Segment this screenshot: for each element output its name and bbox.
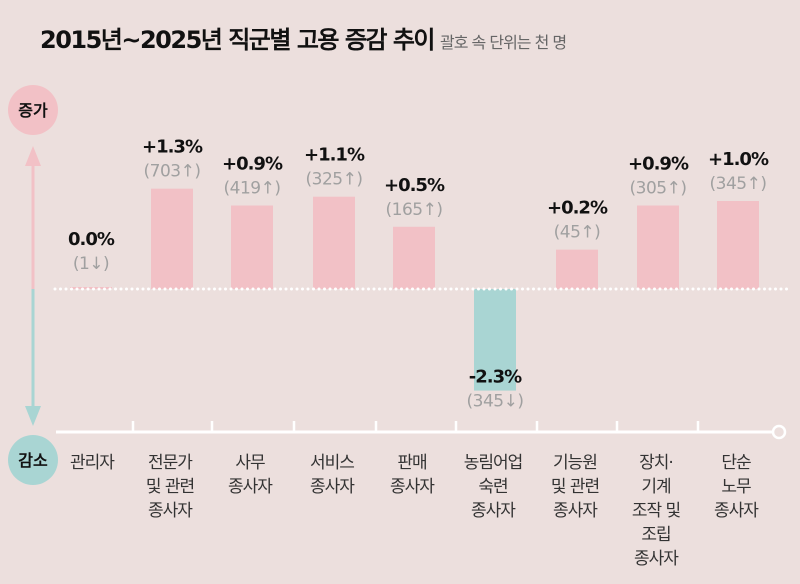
- bar: [313, 196, 355, 289]
- axis-end-circle-icon: [771, 424, 787, 440]
- title-text: 2015년~2025년 직군별 고용 증감 추이: [40, 26, 436, 54]
- bar: [151, 188, 193, 289]
- category-label: 조립: [641, 525, 670, 545]
- decrease-label: 감소: [18, 451, 48, 470]
- chart-subtitle: 괄호 속 단위는 천 명: [440, 33, 567, 52]
- category-label: 종사자: [228, 477, 273, 497]
- category-label: 종사자: [553, 501, 598, 521]
- category-label: 및 관련: [146, 477, 194, 497]
- increase-badge: [8, 85, 58, 135]
- category-label: 장치·: [639, 453, 673, 473]
- count-label: (345↓): [467, 392, 524, 412]
- bar: [393, 226, 435, 289]
- decrease-badge: [8, 435, 58, 485]
- count-label: (419↑): [224, 179, 281, 199]
- value-label: +0.2%: [547, 198, 608, 219]
- count-label: (345↑): [710, 174, 767, 194]
- bar: [70, 287, 112, 289]
- count-label: (703↑): [144, 162, 201, 182]
- count-label: (165↑): [386, 200, 443, 220]
- category-label: 전문가: [148, 453, 193, 473]
- value-label: +0.9%: [628, 154, 689, 175]
- category-label: 숙련: [478, 477, 507, 497]
- value-label: +0.5%: [384, 175, 445, 196]
- value-label: +1.1%: [304, 145, 365, 166]
- category-label: 종사자: [634, 549, 679, 569]
- count-label: (325↑): [306, 170, 363, 190]
- increase-label: 증가: [18, 101, 48, 120]
- category-label: 농림어업: [464, 453, 523, 473]
- category-label: 종사자: [714, 501, 759, 521]
- increase-arrowhead-icon: [25, 146, 41, 166]
- category-label: 관리자: [70, 453, 115, 473]
- category-label: 조작 및: [632, 501, 681, 521]
- count-label: (1↓): [73, 254, 109, 274]
- value-label: +1.3%: [142, 137, 203, 158]
- chart-title: 2015년~2025년 직군별 고용 증감 추이 괄호 속 단위는 천 명: [40, 20, 567, 55]
- category-label: 종사자: [310, 477, 355, 497]
- value-label: -2.3%: [469, 367, 522, 388]
- count-label: (305↑): [630, 179, 687, 199]
- bar: [231, 205, 273, 289]
- category-label: 종사자: [471, 501, 516, 521]
- decrease-arrowhead-icon: [25, 406, 41, 426]
- category-label: 종사자: [148, 501, 193, 521]
- value-label: +1.0%: [708, 149, 769, 170]
- category-label: 서비스: [310, 453, 354, 473]
- value-label: +0.9%: [222, 154, 283, 175]
- bar: [637, 205, 679, 289]
- category-label: 기능원: [553, 453, 597, 473]
- category-label: 및 관련: [551, 477, 599, 497]
- value-label: 0.0%: [68, 229, 115, 250]
- bar: [474, 289, 516, 391]
- category-label: 판매: [397, 453, 426, 473]
- category-label: 노무: [721, 477, 751, 497]
- bar: [717, 201, 759, 289]
- category-label: 기계: [641, 477, 670, 497]
- category-label: 종사자: [390, 477, 435, 497]
- bar: [556, 249, 598, 289]
- category-label: 사무: [235, 453, 265, 473]
- count-label: (45↑): [554, 223, 601, 243]
- category-label: 단순: [721, 453, 751, 473]
